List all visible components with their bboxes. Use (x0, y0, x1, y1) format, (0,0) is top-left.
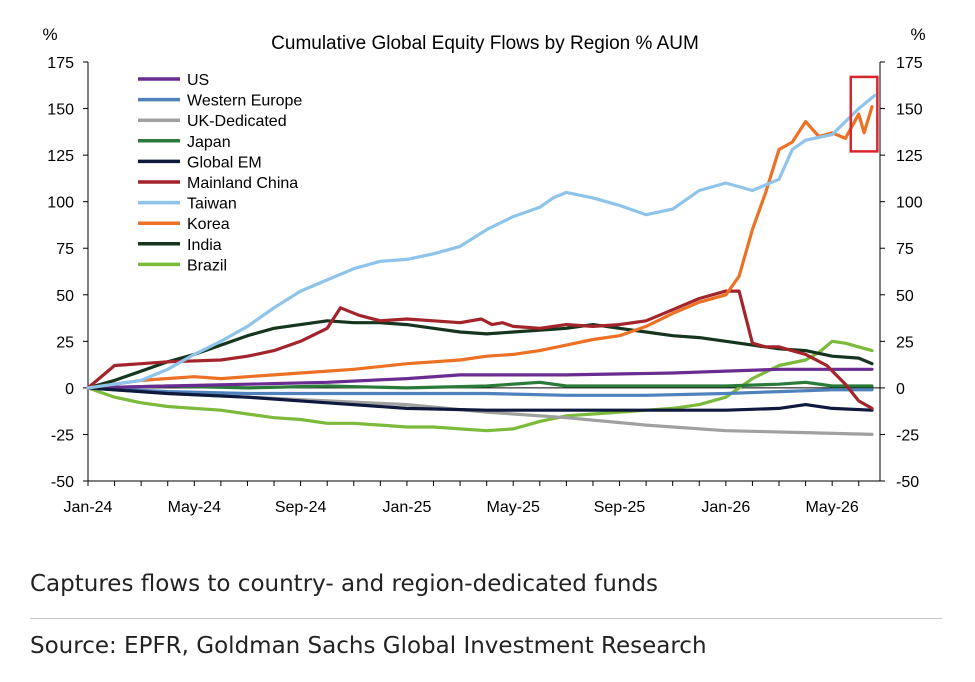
x-tick-label: May-25 (487, 499, 540, 516)
y-tick-label-right: 0 (896, 381, 905, 398)
y-tick-label-left: 0 (65, 381, 74, 398)
series-line-brazil (86, 339, 874, 433)
y-tick-label-left: 50 (56, 288, 74, 305)
chart-title: Cumulative Global Equity Flows by Region… (271, 33, 699, 54)
y-tick-label-left: -50 (51, 474, 74, 491)
equity-flows-chart: Cumulative Global Equity Flows by Region… (42, 25, 925, 516)
x-tick-label: May-24 (168, 499, 221, 516)
x-tick-label: Jan-24 (64, 499, 113, 516)
series-line-us (86, 367, 874, 390)
y-tick-label-right: 125 (896, 148, 923, 165)
left-axis-unit: % (42, 25, 57, 44)
series-layer (86, 93, 877, 436)
divider (30, 618, 942, 619)
x-tick-label: Jan-25 (382, 499, 431, 516)
chart-note: Captures flows to country- and region-de… (30, 571, 658, 597)
y-tick-label-left: 75 (56, 241, 74, 258)
legend: US Western Europe UK-Dedicated Japan Global … (138, 72, 302, 274)
legend-label-korea: Korea (187, 216, 230, 233)
y-tick-label-right: 150 (896, 102, 923, 119)
y-tick-label-left: -25 (51, 427, 74, 444)
legend-label-global-em: Global EM (187, 154, 262, 171)
legend-label-us: US (187, 72, 209, 89)
y-tick-label-left: 100 (47, 195, 74, 212)
legend-label-western-europe: Western Europe (187, 93, 302, 110)
y-tick-label-right: 75 (896, 241, 914, 258)
y-tick-label-left: 125 (47, 148, 74, 165)
highlight-box (849, 75, 879, 153)
series-line-taiwan (86, 93, 877, 390)
y-tick-label-right: 25 (896, 334, 914, 351)
y-tick-label-left: 175 (47, 55, 74, 72)
legend-label-india: India (187, 237, 222, 254)
chart-source: Source: EPFR, Goldman Sachs Global Inves… (30, 633, 707, 659)
x-tick-label: Sep-25 (594, 499, 646, 516)
y-tick-label-right: -25 (896, 427, 919, 444)
highlight-rect (849, 75, 879, 153)
right-axis-unit: % (910, 25, 925, 44)
y-tick-label-left: 150 (47, 102, 74, 119)
series-line-global-em (86, 386, 874, 412)
series-line-india (86, 319, 874, 390)
y-tick-label-right: 50 (896, 288, 914, 305)
y-tick-label-right: -50 (896, 474, 919, 491)
legend-label-taiwan: Taiwan (187, 196, 237, 213)
y-tick-label-left: 25 (56, 334, 74, 351)
legend-label-brazil: Brazil (187, 257, 227, 274)
x-tick-label: Sep-24 (275, 499, 327, 516)
y-tick-label-right: 175 (896, 55, 923, 72)
y-tick-label-right: 100 (896, 195, 923, 212)
legend-label-mainland-china: Mainland China (187, 175, 298, 192)
series-line-mainland-china (86, 289, 874, 410)
axes: -50 -50 -25 -25 0 0 25 25 50 50 75 75 100 100 125 125 15… (47, 55, 923, 516)
x-tick-label: Jan-26 (701, 499, 750, 516)
legend-label-uk-dedicated: UK-Dedicated (187, 113, 287, 130)
x-tick-label: May-26 (805, 499, 858, 516)
series-line-western-europe (86, 386, 874, 397)
legend-label-japan: Japan (187, 134, 231, 151)
series-line-japan (86, 380, 874, 390)
